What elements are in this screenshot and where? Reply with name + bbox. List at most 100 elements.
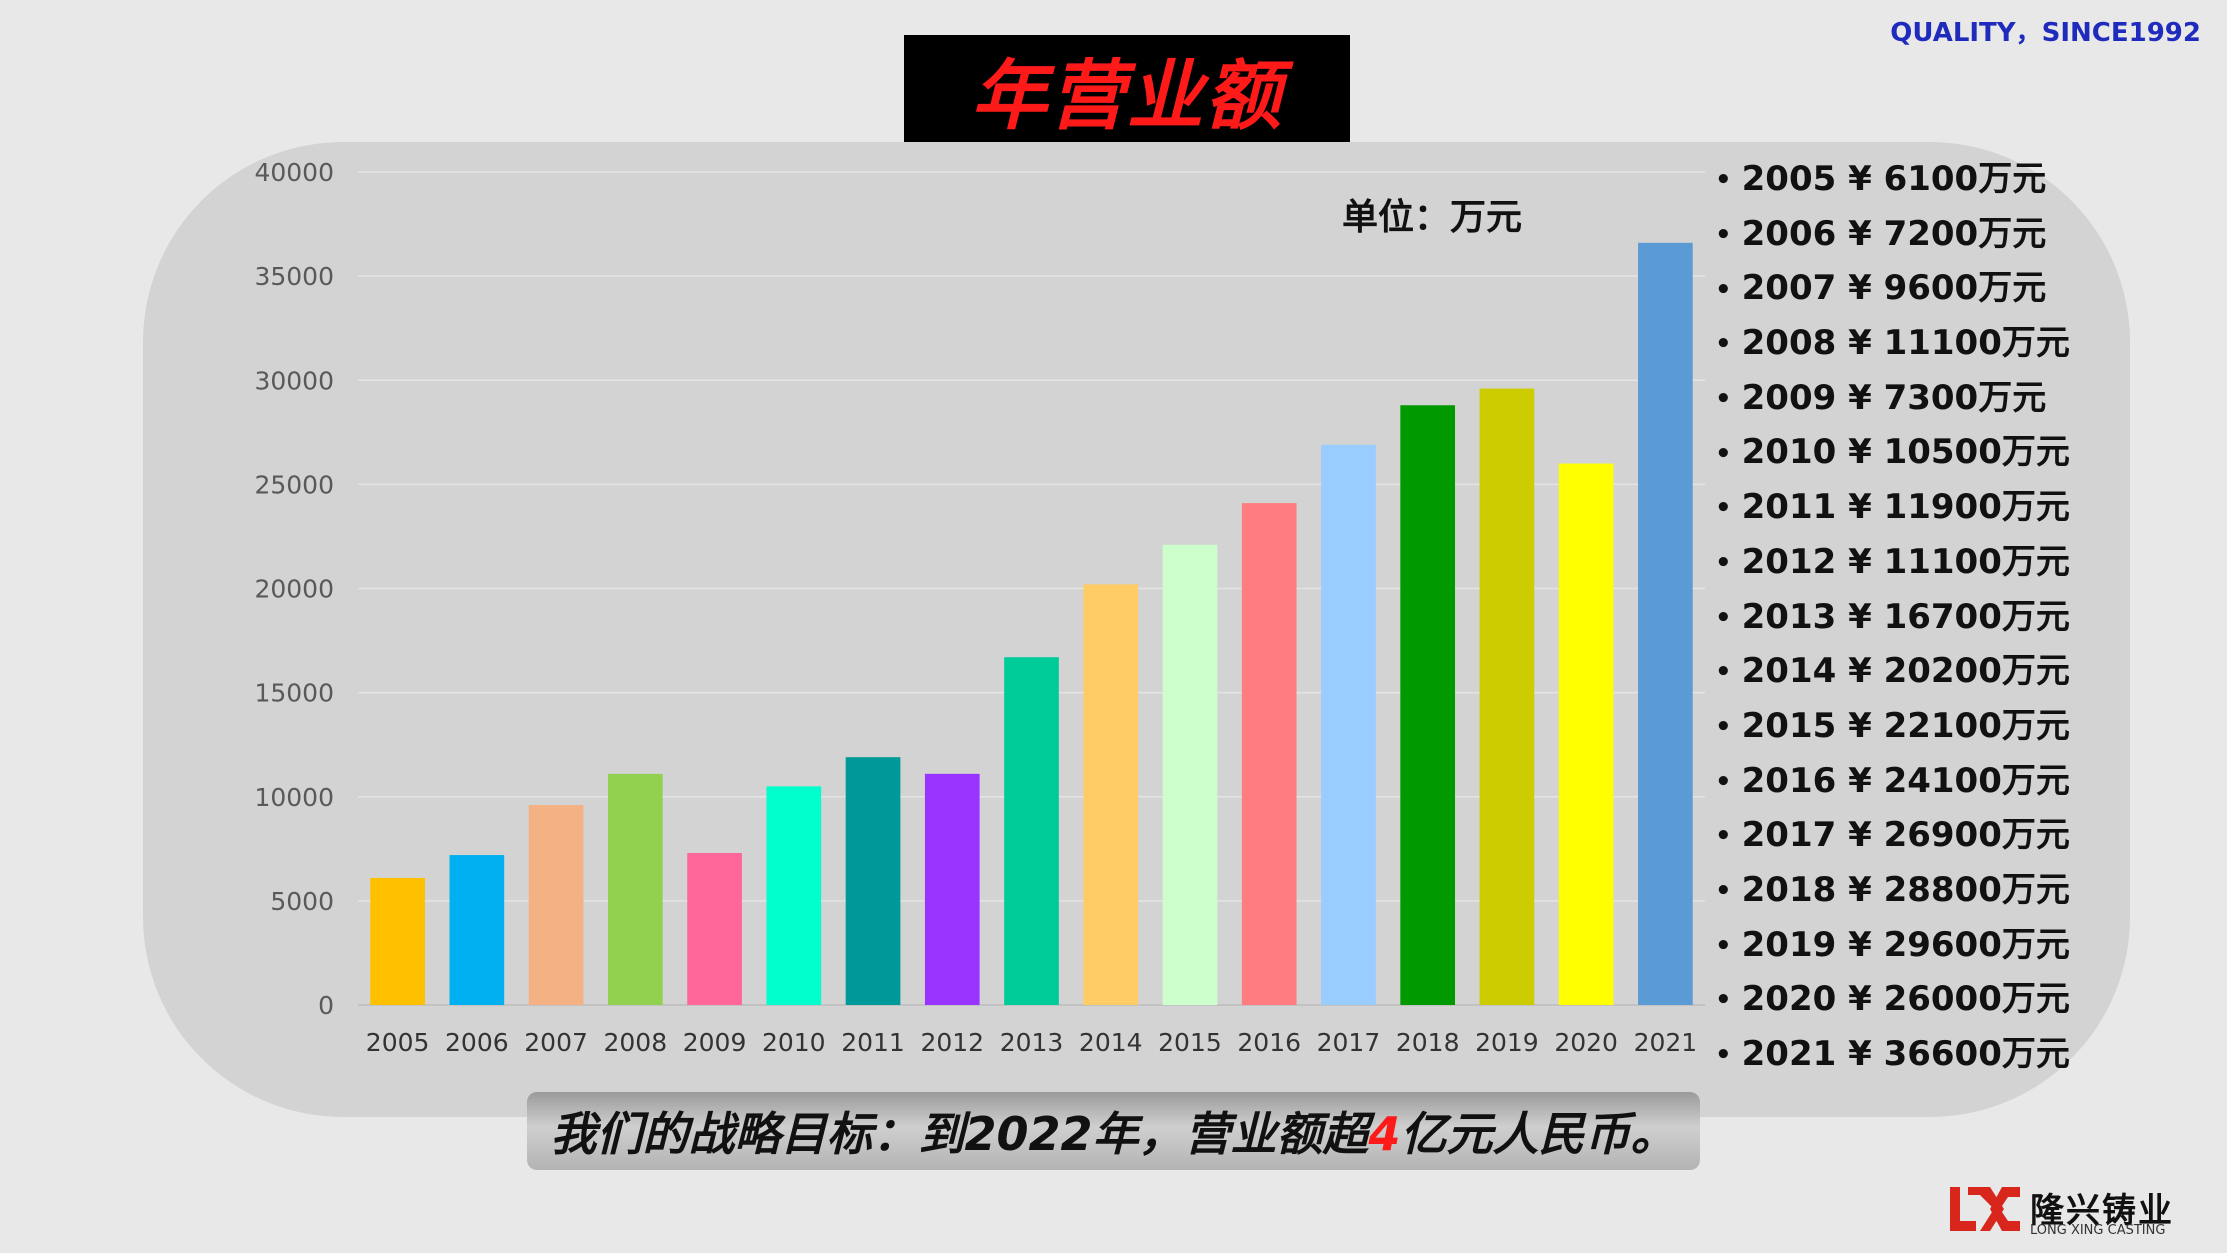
x-tick-label: 2011 xyxy=(841,1028,905,1057)
x-tick-label: 2005 xyxy=(366,1028,430,1057)
bars xyxy=(370,242,1693,1006)
y-tick-label: 30000 xyxy=(254,366,334,395)
value-list-item: • 2007 ¥ 9600万元 xyxy=(1715,261,2070,316)
bar-2009 xyxy=(687,852,742,1005)
bar-2016 xyxy=(1241,503,1297,1005)
bullet-icon: • xyxy=(1715,876,1732,907)
bar-2008 xyxy=(607,773,663,1005)
value-list-text: 2019 ¥ 29600万元 xyxy=(1741,924,2070,965)
value-list-item: • 2016 ¥ 24100万元 xyxy=(1715,754,2070,809)
bullet-icon: • xyxy=(1715,602,1732,633)
goal-statement: 我们的战略目标：到2022年，营业额超4亿元人民币。 xyxy=(550,1098,1676,1164)
x-tick-label: 2016 xyxy=(1237,1028,1301,1057)
bullet-icon: • xyxy=(1715,712,1732,743)
bullet-icon: • xyxy=(1715,274,1732,305)
value-list-item: • 2015 ¥ 22100万元 xyxy=(1715,699,2070,754)
bar-2006 xyxy=(449,855,505,1005)
y-tick-label: 35000 xyxy=(254,262,334,291)
bullet-icon: • xyxy=(1715,165,1732,196)
x-tick-label: 2020 xyxy=(1554,1028,1618,1057)
bar-2007 xyxy=(528,805,584,1005)
bar-2015 xyxy=(1162,544,1218,1005)
value-list-item: • 2005 ¥ 6100万元 xyxy=(1715,152,2070,207)
x-tick-label: 2008 xyxy=(604,1028,668,1057)
x-tick-label: 2014 xyxy=(1079,1028,1143,1057)
bullet-icon: • xyxy=(1715,493,1732,524)
bar-2021 xyxy=(1638,242,1693,1005)
logo-mark-icon xyxy=(1950,1187,2020,1231)
x-tick-label: 2018 xyxy=(1396,1028,1460,1057)
value-list-text: 2011 ¥ 11900万元 xyxy=(1741,487,2070,528)
value-list-item: • 2010 ¥ 10500万元 xyxy=(1715,425,2070,480)
goal-text-before: 我们的战略目标：到2022年，营业额超 xyxy=(550,1107,1369,1161)
value-list-text: 2021 ¥ 36600万元 xyxy=(1741,1034,2070,1074)
value-list-item: • 2006 ¥ 7200万元 xyxy=(1715,207,2070,262)
bar-2012 xyxy=(924,773,980,1005)
bullet-icon: • xyxy=(1715,821,1732,852)
x-tick-label: 2009 xyxy=(683,1028,747,1057)
y-tick-label: 5000 xyxy=(270,887,334,916)
y-tick-label: 40000 xyxy=(254,158,334,187)
bullet-icon: • xyxy=(1715,657,1732,688)
x-tick-label: 2013 xyxy=(1000,1028,1064,1057)
bar-2017 xyxy=(1321,444,1376,1005)
value-list-item: • 2012 ¥ 11100万元 xyxy=(1715,535,2070,590)
bullet-icon: • xyxy=(1715,383,1732,414)
value-list-text: 2012 ¥ 11100万元 xyxy=(1741,541,2070,582)
x-tick-label: 2010 xyxy=(762,1028,826,1057)
bullet-icon: • xyxy=(1715,766,1732,797)
value-list-item: • 2020 ¥ 26000万元 xyxy=(1715,972,2070,1027)
company-logo: 隆兴铸业 LONG XING CASTING xyxy=(1946,1183,2182,1239)
bullet-icon: • xyxy=(1715,1040,1732,1071)
unit-label: 单位：万元 xyxy=(1342,197,1523,238)
y-axis-ticks: 0 5000 10000 15000 20000 25000 30000 35000 40000 xyxy=(254,158,334,1020)
bar-2010 xyxy=(766,786,822,1005)
goal-text-after: 亿元人民币。 xyxy=(1400,1107,1677,1161)
bullet-icon: • xyxy=(1715,985,1732,1016)
value-list-text: 2017 ¥ 26900万元 xyxy=(1741,815,2070,856)
value-list-item: • 2013 ¥ 16700万元 xyxy=(1715,590,2070,645)
y-tick-label: 25000 xyxy=(254,470,334,499)
value-list-item: • 2021 ¥ 36600万元 xyxy=(1715,1027,2070,1082)
logo-name-en: LONG XING CASTING xyxy=(2030,1223,2166,1238)
bar-2020 xyxy=(1558,463,1614,1005)
goal-highlight: 4 xyxy=(1368,1107,1401,1161)
x-tick-label: 2017 xyxy=(1317,1028,1381,1057)
bar-2005 xyxy=(370,877,425,1005)
value-list-item: • 2011 ¥ 11900万元 xyxy=(1715,480,2070,535)
bar-2013 xyxy=(1004,657,1059,1005)
value-list-text: 2015 ¥ 22100万元 xyxy=(1741,705,2070,746)
bullet-icon: • xyxy=(1715,219,1732,250)
x-tick-label: 2012 xyxy=(920,1028,984,1057)
value-list-text: 2005 ¥ 6100万元 xyxy=(1741,159,2047,199)
value-list-item: • 2018 ¥ 28800万元 xyxy=(1715,863,2070,918)
bar-2019 xyxy=(1479,388,1535,1006)
bullet-icon: • xyxy=(1715,930,1732,961)
x-tick-label: 2006 xyxy=(445,1028,509,1057)
value-list-text: 2008 ¥ 11100万元 xyxy=(1741,323,2070,364)
title-banner: 年营业额 xyxy=(904,35,1350,142)
bullet-icon: • xyxy=(1715,329,1732,360)
yearly-values-list: • 2005 ¥ 6100万元 • 2006 ¥ 7200万元 • 2007 ¥ 9600… xyxy=(1715,152,2070,1082)
value-list-text: 2013 ¥ 16700万元 xyxy=(1741,596,2070,637)
x-axis-ticks: 2005 2006 2007 2008 2009 2010 2011 2012 2013 2014… xyxy=(366,1028,1697,1057)
goal-banner: 我们的战略目标：到2022年，营业额超4亿元人民币。 xyxy=(527,1092,1700,1170)
value-list-text: 2018 ¥ 28800万元 xyxy=(1741,869,2070,910)
value-list-item: • 2017 ¥ 26900万元 xyxy=(1715,808,2070,863)
x-tick-label: 2015 xyxy=(1158,1028,1222,1057)
value-list-text: 2014 ¥ 20200万元 xyxy=(1741,651,2070,692)
y-tick-label: 0 xyxy=(318,991,334,1020)
value-list-item: • 2014 ¥ 20200万元 xyxy=(1715,644,2070,699)
value-list-item: • 2008 ¥ 11100万元 xyxy=(1715,316,2070,371)
value-list-text: 2016 ¥ 24100万元 xyxy=(1741,760,2070,801)
value-list-item: • 2009 ¥ 7300万元 xyxy=(1715,371,2070,426)
value-list-text: 2007 ¥ 9600万元 xyxy=(1741,268,2047,309)
bar-2018 xyxy=(1400,405,1456,1005)
x-tick-label: 2021 xyxy=(1634,1028,1698,1057)
page-title: 年营业额 xyxy=(971,50,1283,140)
x-tick-label: 2019 xyxy=(1475,1028,1539,1057)
bar-2011 xyxy=(845,757,901,1005)
value-list-text: 2020 ¥ 26000万元 xyxy=(1741,979,2070,1020)
value-list-text: 2010 ¥ 10500万元 xyxy=(1741,432,2070,473)
